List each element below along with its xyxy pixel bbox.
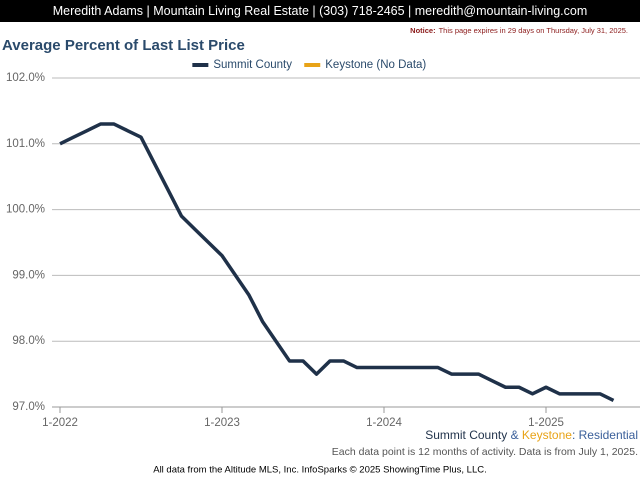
notice: Notice: This page expires in 29 days on T… (410, 26, 628, 35)
y-tick-label: 100.0% (6, 204, 45, 216)
footer-source: All data from the Altitude MLS, Inc. Inf… (153, 465, 487, 476)
legend-label: Summit County (213, 59, 292, 71)
chart-title: Average Percent of Last List Price (2, 37, 245, 54)
y-tick-label: 98.0% (12, 335, 45, 347)
footer-note: Each data point is 12 months of activity… (332, 446, 638, 458)
y-tick-label: 102.0% (6, 72, 45, 84)
y-tick-label: 97.0% (12, 401, 45, 413)
footer-area: & (507, 428, 522, 442)
x-tick-label: 1-2024 (366, 417, 402, 429)
notice-label: Notice: (410, 26, 435, 35)
header-bar (0, 0, 640, 22)
footer-area: : Residential (572, 428, 638, 442)
x-tick-label: 1-2023 (204, 417, 240, 429)
legend-label: Keystone (No Data) (325, 59, 426, 71)
x-tick-label: 1-2025 (528, 417, 564, 429)
header-text: Meredith Adams | Mountain Living Real Es… (53, 4, 588, 18)
y-tick-label: 101.0% (6, 138, 45, 150)
y-tick-label: 99.0% (12, 269, 45, 281)
notice-text: This page expires in 29 days on Thursday… (439, 26, 628, 35)
footer-areas: Summit County & Keystone: Residential (425, 428, 638, 442)
x-tick-label: 1-2022 (42, 417, 78, 429)
footer-area: Summit County (425, 428, 507, 442)
data-line (59, 122, 615, 402)
footer-area: Keystone (522, 428, 572, 442)
